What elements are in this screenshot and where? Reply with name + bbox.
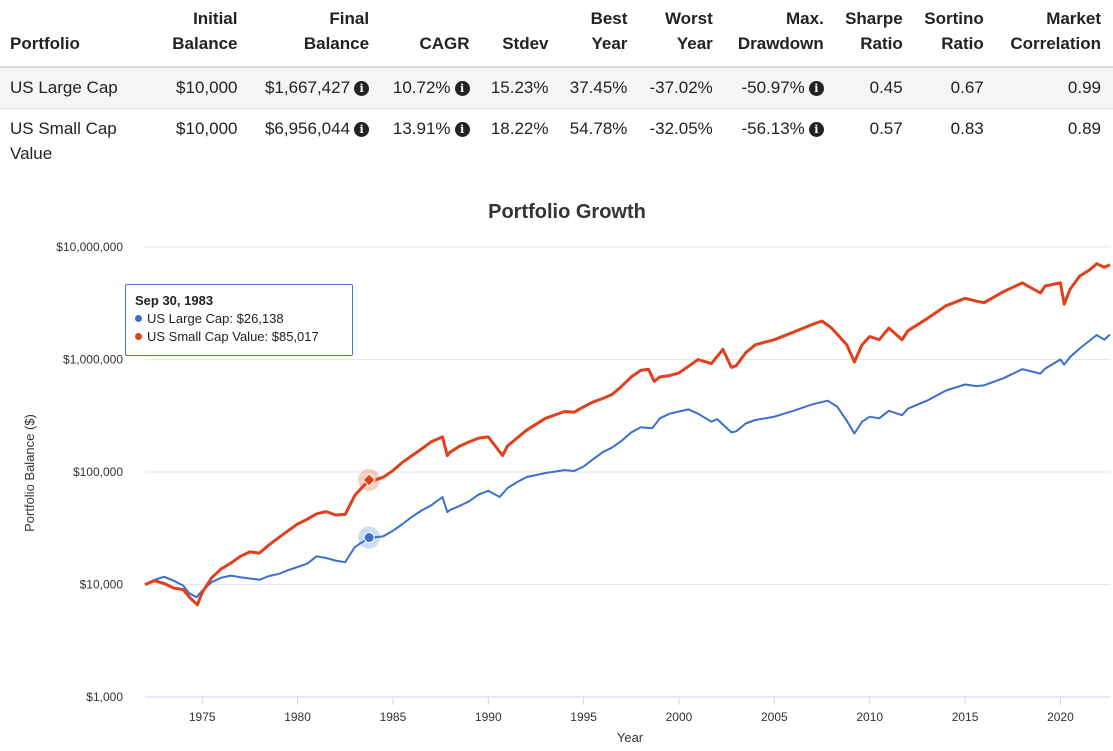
initial-balance: $10,000 — [156, 66, 244, 109]
portfolio-growth-chart[interactable]: Portfolio Growth $1,000$10,000$100,000$1… — [0, 185, 1113, 751]
cagr: 13.91% i — [375, 108, 476, 174]
header-worst-year[interactable]: Worst Year — [633, 0, 719, 68]
initial-balance: $10,000 — [156, 108, 244, 174]
chart-series — [144, 262, 1111, 607]
x-tick-label: 1995 — [570, 710, 597, 724]
y-tick-label: $1,000,000 — [63, 353, 123, 367]
x-tick-label: 2005 — [761, 710, 788, 724]
hover-point-small-cap-value — [362, 473, 376, 487]
best-year: 54.78% — [554, 108, 634, 174]
info-circle-icon[interactable]: i — [808, 81, 824, 96]
chart-gridlines — [145, 246, 1110, 698]
series-line-us-large-cap[interactable] — [144, 333, 1111, 599]
y-axis-label: Portfolio Balance ($) — [22, 414, 37, 532]
worst-year: -32.05% — [633, 108, 719, 174]
legend-dot-icon — [135, 333, 142, 340]
table-row: US Large Cap $10,000 $1,667,427 i 10.72% i… — [0, 66, 1113, 109]
x-tick-label: 1980 — [284, 710, 311, 724]
x-tick-label: 1990 — [475, 710, 502, 724]
hover-markers — [358, 468, 381, 549]
max-drawdown: -50.97% i — [718, 66, 830, 109]
chart-title: Portfolio Growth — [488, 201, 646, 223]
portfolio-name: US Large Cap — [0, 66, 156, 109]
info-circle-icon[interactable]: i — [354, 122, 370, 137]
x-tick-label: 2015 — [952, 710, 979, 724]
x-tick-label: 1985 — [380, 710, 407, 724]
x-tick-label: 1975 — [189, 710, 216, 724]
header-max-drawdown[interactable]: Max. Drawdown — [718, 0, 830, 68]
legend-dot-icon — [135, 315, 142, 322]
table-header-row: Portfolio Initial Balance Final Balance CA… — [0, 0, 1113, 68]
stdev: 18.22% — [475, 108, 555, 174]
header-sharpe-ratio[interactable]: Sharpe Ratio — [829, 0, 909, 68]
header-market-correlation[interactable]: Market Correlation — [989, 0, 1113, 68]
header-best-year[interactable]: Best Year — [554, 0, 634, 68]
x-axis-label: Year — [617, 730, 644, 745]
y-tick-label: $10,000 — [80, 578, 124, 592]
portfolio-name: US Small Cap Value — [0, 108, 156, 174]
x-axis-ticks: 1975 1980 1985 1990 1995 2000 2005 2010 2015 2020 — [189, 697, 1074, 724]
x-tick-label: 2000 — [666, 710, 693, 724]
info-circle-icon[interactable]: i — [454, 122, 470, 137]
header-stdev[interactable]: Stdev — [475, 0, 555, 68]
tooltip-item-large-cap: US Large Cap: $26,138 — [135, 310, 343, 328]
chart-tooltip: Sep 30, 1983 US Large Cap: $26,138 US Sm… — [125, 284, 353, 356]
best-year: 37.45% — [554, 66, 634, 109]
header-final-balance[interactable]: Final Balance — [243, 0, 376, 68]
info-circle-icon[interactable]: i — [808, 122, 824, 137]
final-balance: $6,956,044 i — [243, 108, 376, 174]
tooltip-date: Sep 30, 1983 — [135, 293, 214, 308]
max-drawdown: -56.13% i — [718, 108, 830, 174]
y-axis-ticks: $1,000 $10,000 $100,000 $1,000,000 $10,000,0… — [56, 240, 123, 704]
y-tick-label: $1,000 — [86, 690, 123, 704]
hover-point-large-cap — [363, 532, 375, 544]
series-line-us-small-cap-value[interactable] — [144, 262, 1111, 607]
sortino-ratio: 0.67 — [908, 66, 990, 109]
market-correlation: 0.99 — [989, 66, 1113, 109]
info-circle-icon[interactable]: i — [454, 81, 470, 96]
header-portfolio[interactable]: Portfolio — [0, 0, 156, 68]
header-sortino-ratio[interactable]: Sortino Ratio — [908, 0, 990, 68]
y-tick-label: $10,000,000 — [56, 240, 123, 254]
market-correlation: 0.89 — [989, 108, 1113, 174]
sortino-ratio: 0.83 — [908, 108, 990, 174]
cagr: 10.72% i — [375, 66, 476, 109]
x-tick-label: 2010 — [856, 710, 883, 724]
portfolio-stats-table: Portfolio Initial Balance Final Balance CA… — [0, 0, 1113, 174]
worst-year: -37.02% — [633, 66, 719, 109]
header-initial-balance[interactable]: Initial Balance — [156, 0, 244, 68]
header-cagr[interactable]: CAGR — [375, 0, 476, 68]
table-row: US Small Cap Value $10,000 $6,956,044 i 1… — [0, 108, 1113, 174]
stdev: 15.23% — [475, 66, 555, 109]
info-circle-icon[interactable]: i — [354, 81, 370, 96]
sharpe-ratio: 0.45 — [829, 66, 909, 109]
sharpe-ratio: 0.57 — [829, 108, 909, 174]
x-tick-label: 2020 — [1047, 710, 1074, 724]
y-tick-label: $100,000 — [73, 465, 123, 479]
tooltip-item-small-cap-value: US Small Cap Value: $85,017 — [135, 328, 343, 346]
final-balance: $1,667,427 i — [243, 66, 376, 109]
